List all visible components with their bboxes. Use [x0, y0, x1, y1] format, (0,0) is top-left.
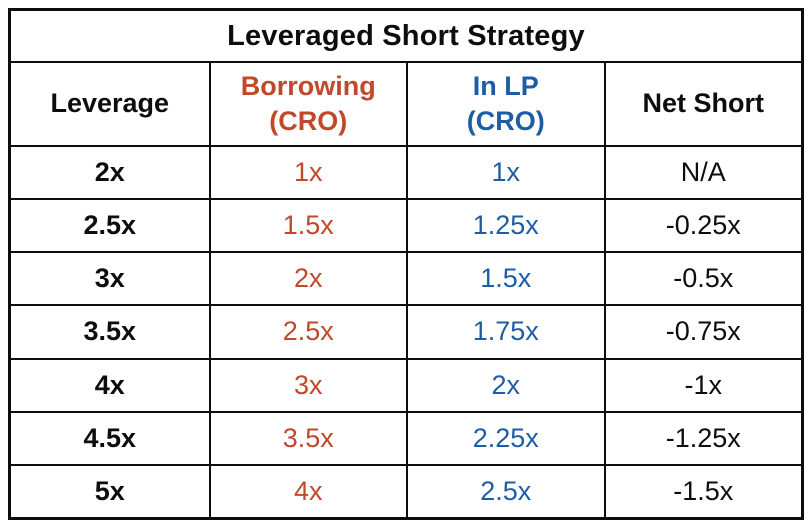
cell-leverage: 3.5x — [11, 304, 209, 357]
cell-leverage: 2.5x — [11, 198, 209, 251]
cell-in-lp: 2x — [406, 357, 604, 411]
cell-net-short: -1.25x — [603, 410, 801, 464]
cell-leverage: 4x — [11, 357, 209, 411]
cell-net-short: -0.5x — [603, 251, 801, 305]
cell-leverage: 3x — [11, 251, 209, 304]
header-in-lp: In LP (CRO) — [406, 61, 604, 145]
header-borrowing: Borrowing (CRO) — [208, 61, 406, 145]
cell-in-lp: 1x — [406, 145, 604, 199]
cell-in-lp: 2.5x — [406, 463, 604, 517]
cell-leverage: 2x — [11, 145, 209, 198]
cell-borrowing: 2x — [208, 251, 406, 305]
cell-in-lp: 1.75x — [406, 304, 604, 358]
cell-borrowing: 1x — [208, 145, 406, 199]
cell-net-short: -0.75x — [603, 304, 801, 358]
table-title: Leveraged Short Strategy — [227, 19, 585, 52]
header-net-short: Net Short — [603, 61, 801, 145]
cell-borrowing: 3.5x — [208, 410, 406, 464]
cell-leverage: 4.5x — [11, 410, 209, 464]
cell-net-short: -1x — [603, 357, 801, 411]
cell-leverage: 5x — [11, 463, 209, 517]
cell-borrowing: 4x — [208, 463, 406, 517]
cell-in-lp: 1.25x — [406, 198, 604, 252]
cell-borrowing: 1.5x — [208, 198, 406, 252]
cell-borrowing: 3x — [208, 357, 406, 411]
cell-in-lp: 2.25x — [406, 410, 604, 464]
header-leverage: Leverage — [11, 61, 209, 145]
cell-in-lp: 1.5x — [406, 251, 604, 305]
cell-net-short: N/A — [603, 145, 801, 199]
cell-borrowing: 2.5x — [208, 304, 406, 358]
leveraged-short-strategy-table: Leveraged Short Strategy Leverage Borrow… — [8, 8, 804, 520]
cell-net-short: -1.5x — [603, 463, 801, 517]
cell-net-short: -0.25x — [603, 198, 801, 252]
